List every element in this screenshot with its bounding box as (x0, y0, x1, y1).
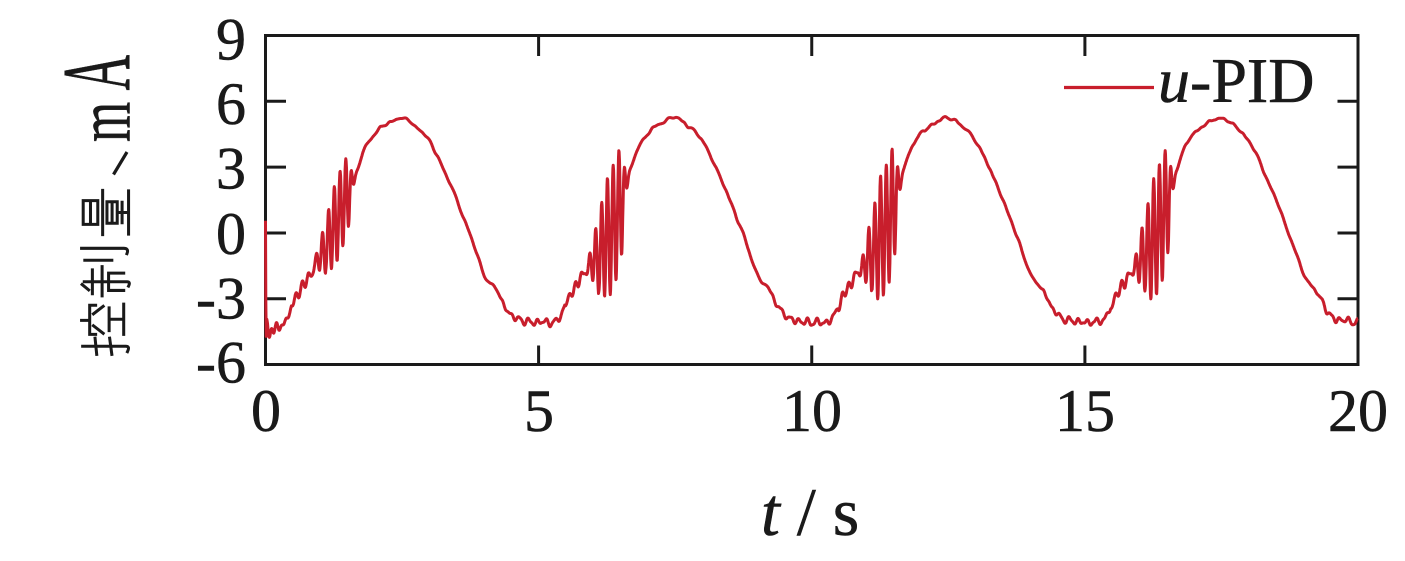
svg-text:0: 0 (251, 378, 281, 444)
svg-text:3: 3 (216, 136, 246, 202)
svg-text:10: 10 (782, 378, 842, 444)
svg-text:20: 20 (1328, 378, 1388, 444)
svg-text:u-PID: u-PID (1158, 45, 1314, 116)
svg-text:-3: -3 (196, 265, 246, 331)
svg-text:t / s: t / s (761, 474, 859, 550)
svg-text:-6: -6 (196, 330, 246, 396)
svg-text:15: 15 (1055, 378, 1115, 444)
svg-text:9: 9 (216, 7, 246, 73)
svg-text:5: 5 (524, 378, 554, 444)
svg-text:6: 6 (216, 71, 246, 137)
svg-text:0: 0 (216, 201, 246, 267)
svg-text:A: A (43, 55, 151, 91)
svg-text:m: m (63, 102, 147, 142)
